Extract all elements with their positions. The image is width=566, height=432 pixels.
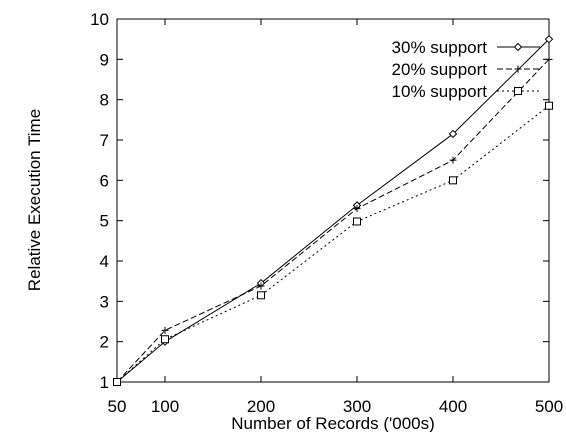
y-axis-title: Relative Execution Time bbox=[25, 109, 44, 291]
x-tick-label: 100 bbox=[151, 397, 179, 416]
series-line bbox=[116, 105, 550, 383]
series-line bbox=[116, 38, 550, 383]
y-tick-label: 10 bbox=[90, 10, 109, 29]
data-point bbox=[545, 101, 553, 110]
axis-ticks: 1 2 3 4 5 6 7 8 9 10 50 100 200 300 400 500 bbox=[90, 10, 563, 416]
legend-marker bbox=[514, 65, 522, 73]
x-axis-title: Number of Records ('000s) bbox=[231, 414, 435, 432]
y-tick-label: 8 bbox=[100, 91, 109, 110]
data-point bbox=[448, 129, 458, 139]
y-tick-label: 6 bbox=[100, 171, 109, 190]
y-tick-label: 1 bbox=[100, 373, 109, 392]
x-tick-label: 400 bbox=[439, 397, 467, 416]
series-plus bbox=[113, 55, 553, 386]
x-tick-label: 500 bbox=[535, 397, 563, 416]
series-square bbox=[113, 101, 553, 386]
data-point bbox=[545, 55, 553, 63]
data-point bbox=[257, 282, 265, 290]
legend-label: 10% support bbox=[392, 82, 488, 101]
series-line bbox=[116, 58, 550, 383]
legend-marker bbox=[514, 87, 522, 95]
data-point bbox=[353, 205, 361, 213]
legend-label: 30% support bbox=[392, 38, 488, 57]
data-point bbox=[161, 335, 169, 344]
y-tick-label: 5 bbox=[100, 212, 109, 231]
x-tick-label: 200 bbox=[247, 397, 275, 416]
data-point bbox=[544, 34, 554, 44]
y-tick-label: 9 bbox=[100, 50, 109, 69]
data-point bbox=[449, 176, 457, 185]
legend-marker bbox=[513, 42, 523, 52]
y-tick-label: 7 bbox=[100, 131, 109, 150]
x-tick-label: 300 bbox=[343, 397, 371, 416]
data-point bbox=[113, 378, 121, 386]
x-tick-label: 50 bbox=[108, 397, 127, 416]
y-tick-label: 3 bbox=[100, 292, 109, 311]
data-point bbox=[449, 156, 457, 164]
legend: 30% support 20% support 10% support bbox=[392, 38, 540, 101]
series-lines bbox=[112, 34, 554, 387]
y-tick-label: 2 bbox=[100, 333, 109, 352]
plot-frame bbox=[116, 18, 550, 383]
data-point bbox=[161, 326, 169, 334]
legend-label: 20% support bbox=[392, 60, 488, 79]
data-point bbox=[257, 291, 265, 300]
y-tick-label: 4 bbox=[100, 252, 109, 271]
data-point bbox=[353, 217, 361, 226]
